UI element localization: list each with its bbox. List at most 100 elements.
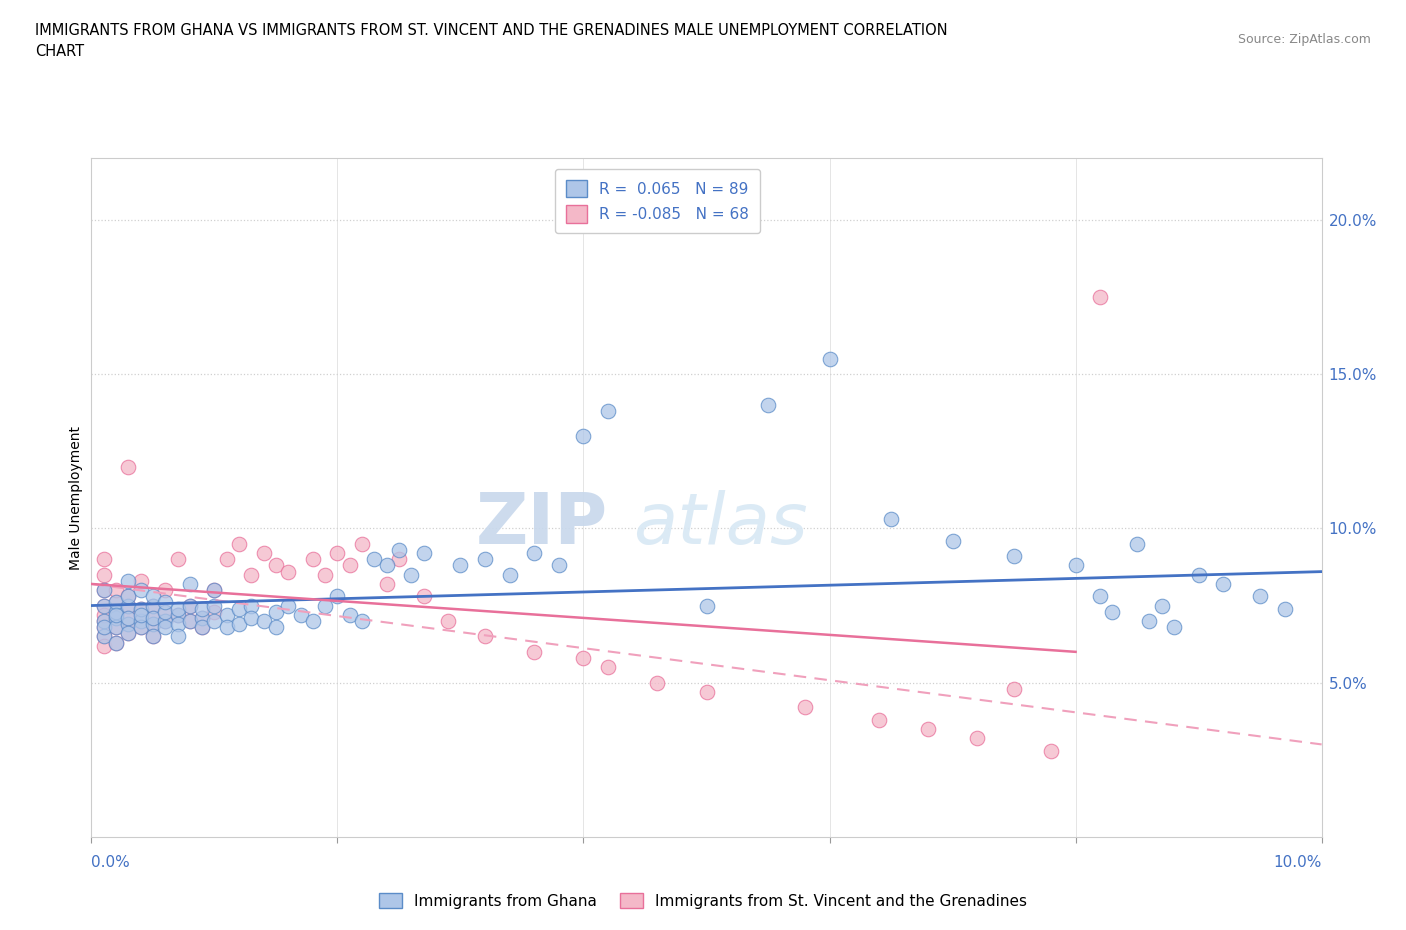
Point	[142, 617, 165, 631]
Point	[117, 598, 139, 613]
Point	[105, 619, 127, 634]
Point	[105, 635, 127, 650]
Point	[129, 619, 152, 634]
Point	[202, 614, 225, 629]
Point	[388, 542, 411, 557]
Point	[179, 598, 201, 613]
Point	[474, 551, 496, 566]
Legend: R =  0.065   N = 89, R = -0.085   N = 68: R = 0.065 N = 89, R = -0.085 N = 68	[555, 169, 759, 233]
Point	[93, 614, 115, 629]
Point	[129, 614, 152, 629]
Point	[202, 583, 225, 598]
Point	[142, 629, 165, 644]
Point	[93, 619, 115, 634]
Text: Source: ZipAtlas.com: Source: ZipAtlas.com	[1237, 33, 1371, 46]
Point	[253, 614, 276, 629]
Point	[191, 619, 214, 634]
Point	[117, 589, 139, 604]
Point	[474, 629, 496, 644]
Point	[228, 601, 250, 616]
Point	[326, 589, 349, 604]
Point	[117, 610, 139, 625]
Point	[93, 638, 115, 653]
Point	[105, 583, 127, 598]
Point	[264, 604, 287, 619]
Point	[547, 558, 569, 573]
Point	[228, 617, 250, 631]
Point	[1101, 604, 1123, 619]
Point	[412, 589, 434, 604]
Point	[240, 598, 263, 613]
Point	[93, 629, 115, 644]
Point	[277, 598, 299, 613]
Point	[215, 551, 238, 566]
Point	[1064, 558, 1087, 573]
Point	[105, 619, 127, 634]
Point	[1137, 614, 1160, 629]
Point	[596, 404, 619, 418]
Point	[301, 551, 323, 566]
Point	[179, 598, 201, 613]
Point	[523, 644, 546, 659]
Point	[166, 617, 188, 631]
Text: atlas: atlas	[633, 490, 807, 559]
Point	[129, 607, 152, 622]
Point	[153, 595, 177, 610]
Point	[314, 567, 336, 582]
Point	[179, 614, 201, 629]
Y-axis label: Male Unemployment: Male Unemployment	[69, 426, 83, 569]
Point	[240, 610, 263, 625]
Point	[1126, 537, 1149, 551]
Point	[264, 619, 287, 634]
Point	[142, 598, 165, 613]
Point	[142, 617, 165, 631]
Point	[1274, 601, 1296, 616]
Point	[93, 551, 115, 566]
Point	[153, 604, 177, 619]
Point	[93, 583, 115, 598]
Point	[179, 577, 201, 591]
Point	[572, 429, 595, 444]
Point	[105, 610, 127, 625]
Point	[264, 558, 287, 573]
Point	[93, 583, 115, 598]
Point	[129, 601, 152, 616]
Point	[153, 614, 177, 629]
Text: IMMIGRANTS FROM GHANA VS IMMIGRANTS FROM ST. VINCENT AND THE GRENADINES MALE UNE: IMMIGRANTS FROM GHANA VS IMMIGRANTS FROM…	[35, 23, 948, 38]
Point	[228, 537, 250, 551]
Point	[966, 731, 988, 746]
Point	[314, 598, 336, 613]
Point	[129, 583, 152, 598]
Point	[202, 604, 225, 619]
Point	[129, 619, 152, 634]
Point	[105, 604, 127, 619]
Point	[117, 598, 139, 613]
Point	[166, 629, 188, 644]
Point	[93, 614, 115, 629]
Point	[1088, 289, 1111, 304]
Text: ZIP: ZIP	[475, 490, 607, 559]
Point	[179, 614, 201, 629]
Point	[117, 459, 139, 474]
Point	[215, 607, 238, 622]
Point	[129, 601, 152, 616]
Point	[191, 610, 214, 625]
Point	[696, 684, 718, 699]
Point	[818, 352, 841, 366]
Point	[399, 567, 422, 582]
Point	[166, 607, 188, 622]
Point	[129, 614, 152, 629]
Point	[917, 722, 939, 737]
Text: 0.0%: 0.0%	[91, 855, 131, 870]
Point	[1039, 743, 1063, 758]
Point	[93, 619, 115, 634]
Point	[93, 598, 115, 613]
Point	[363, 551, 385, 566]
Point	[350, 537, 373, 551]
Point	[117, 589, 139, 604]
Point	[301, 614, 323, 629]
Point	[1002, 682, 1025, 697]
Point	[645, 675, 668, 690]
Point	[1002, 549, 1025, 564]
Point	[326, 546, 349, 561]
